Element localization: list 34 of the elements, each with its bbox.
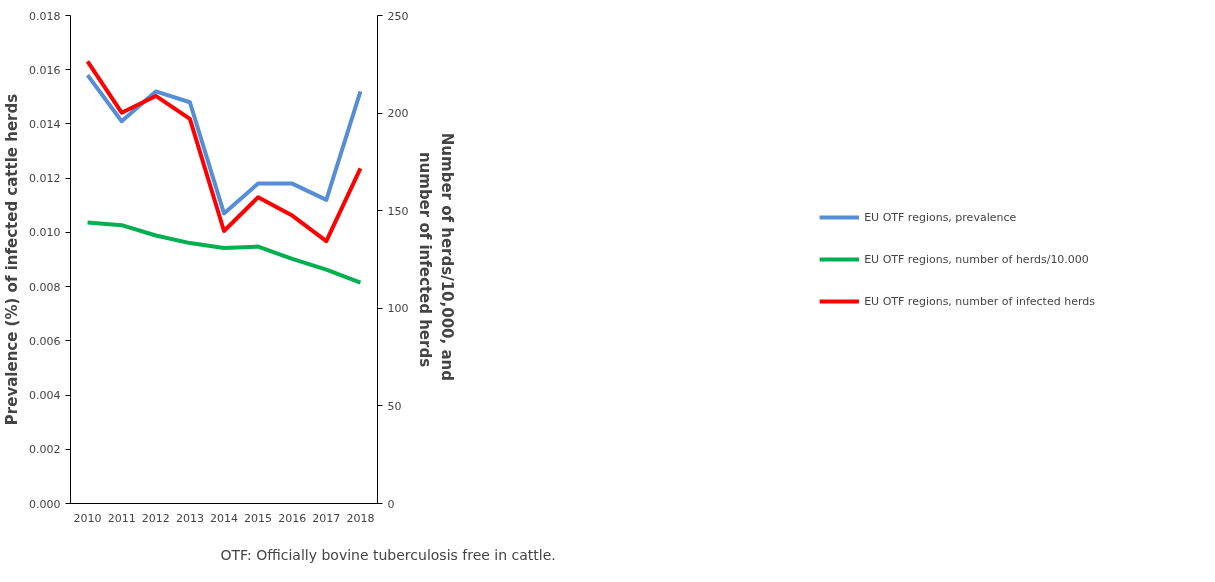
x-tick-label: 2010 [73,511,102,525]
x-tick-label: 2014 [210,511,238,525]
y2-tick-label: 150 [387,204,409,218]
x-tick-label: 2013 [175,511,204,525]
y-tick-label: 0.008 [29,280,61,294]
legend-label: EU OTF regions, number of herds/10.000 [864,252,1089,266]
y2-tick-label: 0 [387,497,395,511]
y-tick-label: 0.004 [29,389,61,403]
x-tick-label: 2017 [312,511,341,525]
y2-tick-label: 50 [387,399,402,413]
y-tick-label: 0.012 [29,172,61,186]
x-tick-label: 2015 [244,511,273,525]
legend-label: EU OTF regions, prevalence [864,210,1017,224]
y-tick-label: 0.006 [29,334,61,348]
line-series [85,59,363,244]
y-tick-label: 0.014 [29,117,61,131]
line-series [85,73,363,216]
y-tick-label: 0.016 [29,63,61,77]
legend-label: EU OTF regions, number of infected herds [864,294,1095,308]
x-tick-label: 2011 [107,511,136,525]
x-tick-label: 2012 [141,511,170,525]
y-axis-title: Prevalence (%) of infected cattle herds [3,93,22,426]
y-tick-label: 0.002 [29,443,61,457]
y2-tick-label: 250 [387,9,409,23]
x-tick-label: 2016 [278,511,307,525]
y-tick-label: 0.018 [29,9,61,23]
y-tick-label: 0.000 [29,497,61,511]
text: OTF: Officially bovine tuberculosis free in cattle. [220,546,556,563]
y-tick-label: 0.010 [29,226,61,240]
x-tick-label: 2018 [346,511,375,525]
y2-tick-label: 200 [387,107,409,121]
line-series [85,220,363,285]
y2-tick-label: 100 [387,302,409,316]
y2-axis-title: Number of herds/10,000, and number of infected herds [416,132,457,381]
